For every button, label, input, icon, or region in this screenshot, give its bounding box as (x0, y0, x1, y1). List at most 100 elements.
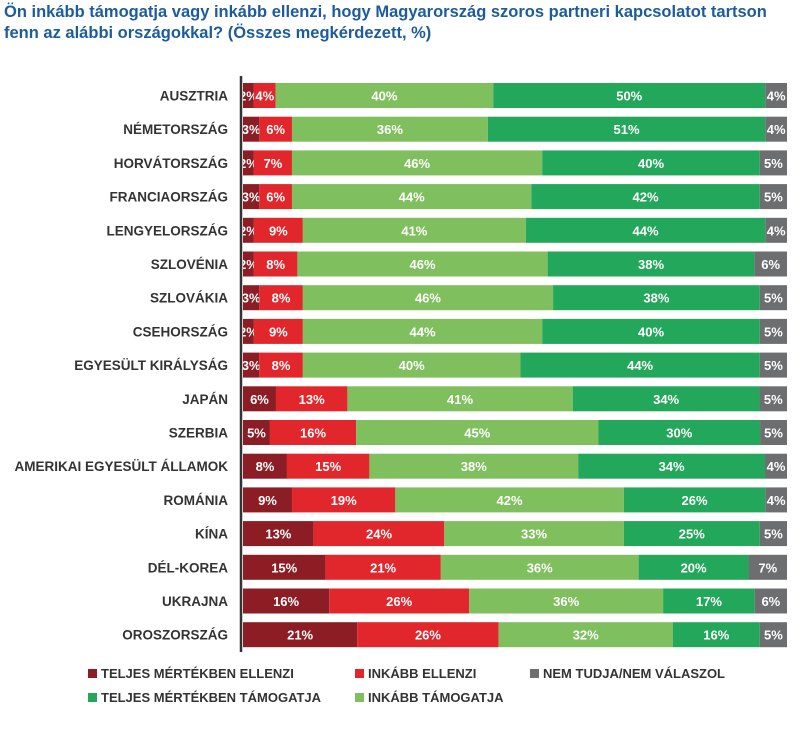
data-label: 19% (331, 493, 357, 508)
bar-segment (547, 251, 755, 277)
data-label: 5% (764, 392, 783, 407)
data-label: 6% (266, 190, 285, 205)
bar-segment (444, 521, 624, 547)
data-label: 8% (272, 358, 291, 373)
data-label: 2% (239, 89, 258, 104)
data-label: 9% (269, 324, 288, 339)
data-label: 5% (764, 324, 783, 339)
category-label: SZLOVÉNIA (151, 257, 229, 272)
data-label: 6% (761, 594, 780, 609)
bar-segment (302, 285, 554, 311)
bar-segment (313, 521, 445, 547)
bar-segment (759, 352, 787, 378)
data-label: 8% (256, 459, 275, 474)
category-label: AUSZTRIA (160, 89, 228, 104)
bar-segment (765, 453, 787, 479)
data-label: 30% (666, 426, 692, 441)
bar-segment (243, 352, 260, 378)
bar-segment (269, 420, 357, 445)
data-label: 13% (265, 527, 291, 542)
bar-segment (765, 83, 787, 108)
bar-segment (357, 622, 499, 648)
data-label: 5% (764, 291, 783, 306)
bar-segment (356, 420, 599, 445)
category-label: AMERIKAI EGYESÜLT ÁLLAMOK (15, 459, 229, 474)
bar-segment (623, 521, 760, 547)
legend-swatch (530, 669, 539, 678)
bar-segment (759, 150, 787, 176)
bar-segment (759, 521, 787, 547)
bar-segment (498, 622, 673, 648)
bar-segment (759, 318, 787, 344)
bar-segment (520, 352, 760, 378)
bar-segment (638, 554, 749, 580)
data-label: 5% (764, 156, 783, 171)
bar-segment (259, 285, 303, 311)
data-label: 5% (764, 426, 783, 441)
category-label: DÉL-KOREA (148, 560, 228, 575)
bar-segment (243, 184, 260, 210)
bar-segment (347, 386, 573, 412)
data-label: 21% (370, 560, 396, 575)
bar-segment (493, 83, 766, 108)
data-label: 38% (643, 291, 669, 306)
data-label: 45% (464, 426, 490, 441)
bar-segment (259, 116, 292, 142)
bar-segment (487, 116, 766, 142)
bar-segment (395, 487, 624, 513)
bar-segment (623, 487, 766, 513)
data-label: 3% (242, 291, 261, 306)
bar-segment (369, 453, 579, 479)
data-label: 7% (758, 560, 777, 575)
data-label: 41% (401, 223, 427, 238)
bar-segment (765, 487, 787, 513)
bar-segment (243, 420, 270, 445)
data-label: 40% (638, 156, 664, 171)
data-label: 36% (553, 594, 579, 609)
data-label: 3% (242, 190, 261, 205)
data-label: 38% (638, 257, 664, 272)
bar-segment (325, 554, 441, 580)
data-label: 34% (653, 392, 679, 407)
data-label: 6% (250, 392, 269, 407)
category-label: OROSZORSZÁG (122, 628, 228, 643)
bar-segment (759, 184, 787, 210)
legend-label: TELJES MÉRTÉKBEN TÁMOGATJA (101, 690, 322, 705)
chart-title: Ön inkább támogatja vagy inkább ellenzi,… (4, 3, 767, 42)
data-label: 46% (410, 257, 436, 272)
category-label: SZLOVÁKIA (150, 291, 228, 306)
bar-segment (286, 453, 370, 479)
bar-segment (253, 217, 303, 243)
bar-segment (243, 386, 276, 412)
data-label: 9% (269, 223, 288, 238)
bar-segment (243, 588, 330, 614)
legend-swatch (355, 669, 364, 678)
bar-segment (243, 150, 254, 176)
data-label: 5% (764, 628, 783, 643)
data-label: 26% (682, 493, 708, 508)
data-label: 7% (264, 156, 283, 171)
data-label: 38% (461, 459, 487, 474)
bar-segment (243, 487, 292, 513)
data-label: 32% (573, 628, 599, 643)
data-label: 2% (239, 156, 258, 171)
data-label: 15% (315, 459, 341, 474)
data-label: 16% (703, 628, 729, 643)
bar-segment (253, 83, 276, 108)
data-label: 4% (255, 89, 274, 104)
bar-segment (243, 622, 358, 648)
data-label: 46% (415, 291, 441, 306)
bar-segment (572, 386, 760, 412)
data-label: 21% (287, 628, 313, 643)
data-label: 5% (764, 358, 783, 373)
legend-swatch (88, 693, 97, 702)
data-label: 5% (764, 190, 783, 205)
bar-segment (440, 554, 639, 580)
bar-segment (243, 83, 254, 108)
category-label: HORVÁTORSZÁG (114, 156, 228, 171)
data-label: 6% (761, 257, 780, 272)
data-label: 6% (266, 122, 285, 137)
bar-segment (765, 217, 787, 243)
data-label: 50% (616, 89, 642, 104)
